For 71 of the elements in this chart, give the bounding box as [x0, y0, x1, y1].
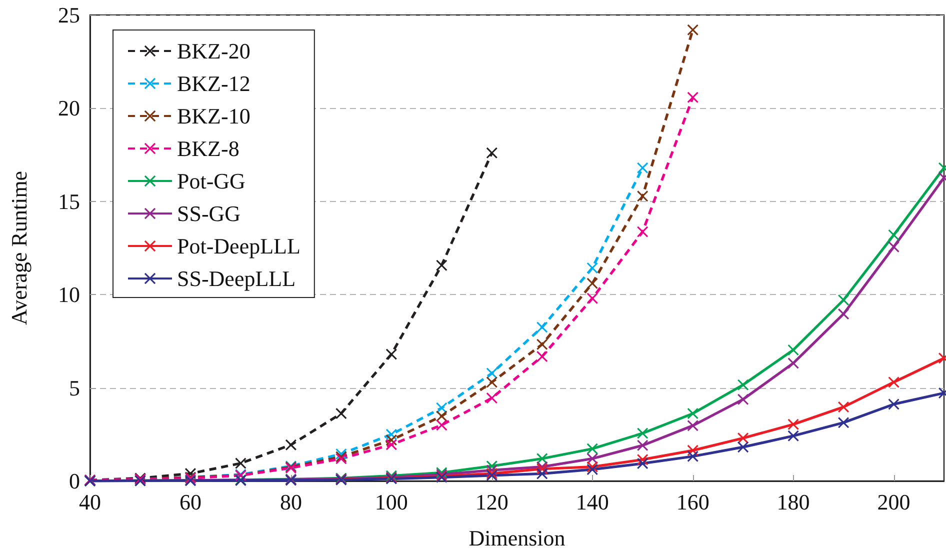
point: [536, 468, 548, 480]
point: [285, 439, 296, 450]
point: [586, 278, 598, 289]
point: [738, 379, 749, 390]
legend-label: BKZ-10: [177, 104, 250, 128]
point: [637, 190, 648, 202]
point: [386, 439, 397, 450]
y-tick-label: 15: [58, 188, 80, 214]
legend-label: Pot-DeepLLL: [177, 234, 300, 258]
point: [838, 294, 850, 306]
point: [536, 322, 548, 333]
legend-label: BKZ-20: [177, 38, 250, 64]
x-tick-label: 140: [576, 490, 609, 514]
point: [637, 458, 648, 469]
point: [687, 408, 698, 420]
x-tick-label: 80: [280, 490, 302, 514]
x-tick-label: 180: [776, 490, 810, 514]
point: [436, 260, 448, 271]
point: [486, 376, 498, 388]
legend-label: SS-GG: [177, 201, 241, 226]
point: [235, 458, 246, 469]
point: [486, 147, 498, 158]
y-tick-label: 5: [69, 375, 80, 400]
point: [637, 226, 648, 238]
x-tick-label: 100: [374, 490, 408, 514]
y-axis-title: Average Runtime: [6, 170, 32, 326]
point: [738, 432, 749, 444]
point: [486, 392, 498, 404]
point: [637, 440, 648, 451]
point: [586, 292, 598, 304]
point: [637, 162, 648, 174]
x-tick-label: 200: [877, 490, 910, 514]
point: [888, 398, 900, 410]
legend-label: BKZ-12: [177, 71, 250, 96]
point: [788, 344, 799, 356]
point: [888, 241, 900, 252]
point: [788, 418, 799, 430]
legend-label: Pot-GG: [177, 168, 246, 194]
x-tick-label: 40: [79, 490, 101, 514]
x-axis-title: Dimension: [468, 526, 566, 550]
point: [838, 417, 850, 428]
point: [838, 308, 850, 320]
y-tick-label: 10: [58, 282, 80, 308]
point: [687, 24, 698, 36]
point: [436, 410, 448, 422]
y-tick-label: 20: [58, 96, 80, 121]
point: [687, 420, 698, 432]
point: [586, 262, 598, 274]
point: [586, 464, 598, 475]
point: [536, 338, 548, 350]
point: [738, 442, 749, 453]
point: [687, 450, 698, 462]
point: [436, 420, 448, 431]
x-tick-label: 60: [179, 490, 202, 514]
point: [386, 348, 397, 360]
point: [788, 430, 799, 442]
point: [336, 408, 347, 420]
y-tick-label: 25: [58, 2, 80, 28]
y-tick-label: 0: [69, 468, 80, 494]
x-tick-label: 120: [475, 490, 508, 514]
point: [838, 402, 850, 412]
point: [687, 92, 698, 103]
point: [738, 394, 749, 405]
point: [637, 428, 648, 439]
point: [536, 350, 548, 362]
point: [888, 376, 900, 388]
point: [888, 229, 900, 240]
x-tick-label: 160: [676, 490, 710, 514]
legend-label: SS-DeepLLL: [177, 266, 296, 291]
point: [788, 358, 799, 369]
legend-label: BKZ-8: [177, 136, 240, 161]
